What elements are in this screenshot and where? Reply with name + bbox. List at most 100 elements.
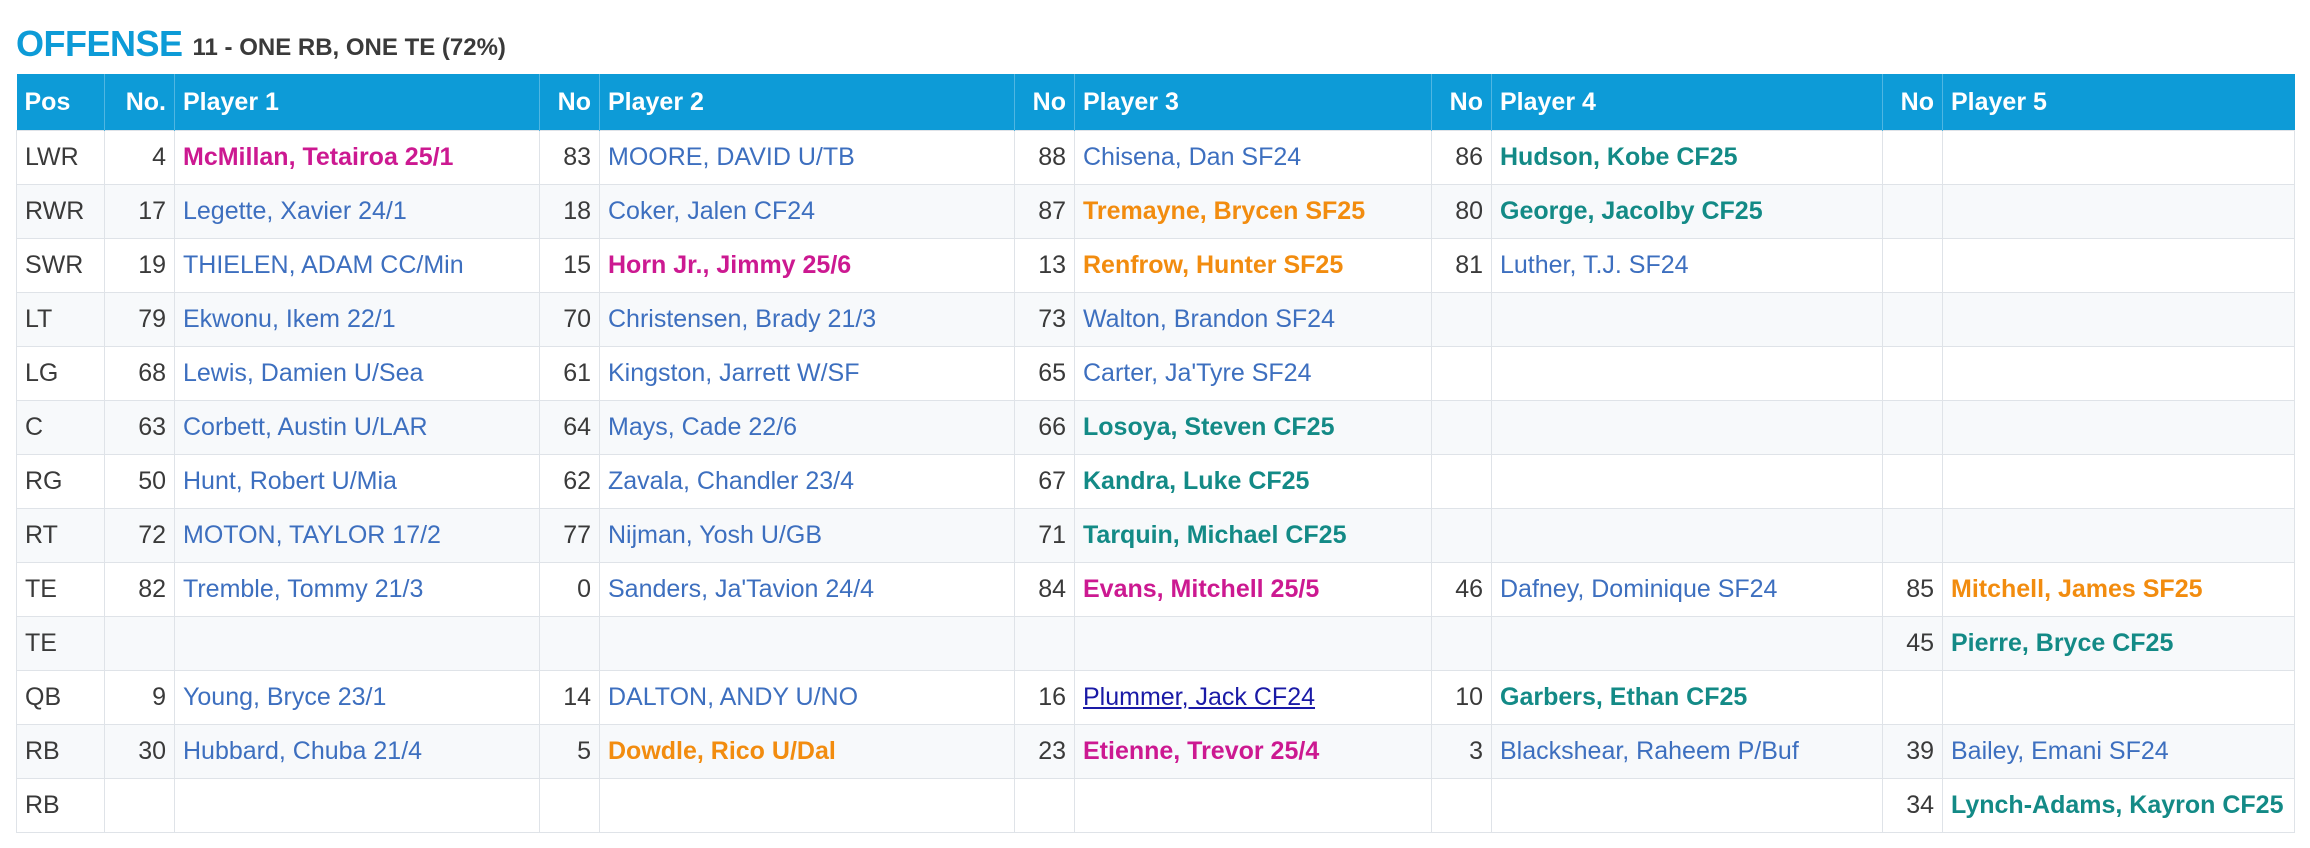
jersey-number-cell (1882, 400, 1943, 455)
player-cell: Ekwonu, Ikem 22/1 (174, 292, 540, 347)
player-name-link[interactable]: Horn Jr., Jimmy 25/6 (608, 251, 852, 279)
player-name-link[interactable]: Tremble, Tommy 21/3 (183, 575, 424, 603)
position-cell: TE (16, 562, 105, 617)
position-cell: RG (16, 454, 105, 509)
player-name-link[interactable]: Christensen, Brady 21/3 (608, 305, 877, 333)
jersey-number-cell: 10 (1431, 670, 1492, 725)
player-name-link[interactable]: Kingston, Jarrett W/SF (608, 359, 860, 387)
player-name-link[interactable]: Mays, Cade 22/6 (608, 413, 797, 441)
player-name-link[interactable]: Luther, T.J. SF24 (1500, 251, 1689, 279)
player-name-link[interactable]: Ekwonu, Ikem 22/1 (183, 305, 396, 333)
player-name-link[interactable]: Plummer, Jack CF24 (1083, 683, 1316, 711)
player-cell: Hunt, Robert U/Mia (174, 454, 540, 509)
jersey-number-cell (1431, 778, 1492, 833)
player-name-link[interactable]: Young, Bryce 23/1 (183, 683, 387, 711)
player-name-link[interactable]: Nijman, Yosh U/GB (608, 521, 822, 549)
table-row: LT 79 Ekwonu, Ikem 22/1 70 Christensen, Brad… (16, 292, 2295, 347)
jersey-number-cell: 82 (104, 562, 175, 617)
player-name-link[interactable]: MOORE, DAVID U/TB (608, 143, 855, 171)
jersey-number-cell: 4 (104, 130, 175, 185)
jersey-number-cell: 0 (539, 562, 600, 617)
formation-subtitle: 11 - ONE RB, ONE TE (72%) (192, 34, 506, 61)
depth-chart-section: OFFENSE 11 - ONE RB, ONE TE (72%) Pos No.… (16, 14, 2295, 833)
player-name-link[interactable]: Tremayne, Brycen SF25 (1083, 197, 1366, 225)
player-name-link[interactable]: DALTON, ANDY U/NO (608, 683, 859, 711)
table-header-row: Pos No. Player 1 No Player 2 No Player 3 No Play… (16, 74, 2295, 131)
jersey-number-cell: 83 (539, 130, 600, 185)
jersey-number-cell: 80 (1431, 184, 1492, 239)
table-row: C 63 Corbett, Austin U/LAR 64 Mays, Cade 22/… (16, 400, 2295, 455)
player-name-link[interactable]: Carter, Ja'Tyre SF24 (1083, 359, 1312, 387)
player-cell: Kandra, Luke CF25 (1074, 454, 1432, 509)
player-name-link[interactable]: Blackshear, Raheem P/Buf (1500, 737, 1799, 765)
jersey-number-cell (1882, 346, 1943, 401)
column-header: No (539, 74, 600, 131)
table-row: RT 72 MOTON, TAYLOR 17/2 77 Nijman, Yosh U/G… (16, 508, 2295, 563)
jersey-number-cell: 61 (539, 346, 600, 401)
player-cell: Legette, Xavier 24/1 (174, 184, 540, 239)
jersey-number-cell: 19 (104, 238, 175, 293)
player-name-link[interactable]: Losoya, Steven CF25 (1083, 413, 1335, 441)
player-name-link[interactable]: Lewis, Damien U/Sea (183, 359, 424, 387)
player-name-link[interactable]: Legette, Xavier 24/1 (183, 197, 407, 225)
player-name-link[interactable]: THIELEN, ADAM CC/Min (183, 251, 464, 279)
position-cell: RB (16, 724, 105, 779)
player-name-link[interactable]: Etienne, Trevor 25/4 (1083, 737, 1320, 765)
jersey-number-cell (539, 778, 600, 833)
player-name-link[interactable]: Hudson, Kobe CF25 (1500, 143, 1738, 171)
player-name-link[interactable]: Zavala, Chandler 23/4 (608, 467, 854, 495)
column-header: Pos (16, 74, 105, 131)
player-name-link[interactable]: Coker, Jalen CF24 (608, 197, 816, 225)
player-name-link[interactable]: McMillan, Tetairoa 25/1 (183, 143, 454, 171)
jersey-number-cell: 17 (104, 184, 175, 239)
player-name-link[interactable]: Lynch-Adams, Kayron CF25 (1951, 791, 2284, 819)
jersey-number-cell: 81 (1431, 238, 1492, 293)
position-cell: QB (16, 670, 105, 725)
player-name-link[interactable]: Mitchell, James SF25 (1951, 575, 2203, 603)
player-cell (1942, 238, 2295, 293)
player-cell: Etienne, Trevor 25/4 (1074, 724, 1432, 779)
jersey-number-cell: 5 (539, 724, 600, 779)
column-header: Player 1 (174, 74, 540, 131)
player-name-link[interactable]: MOTON, TAYLOR 17/2 (183, 521, 441, 549)
player-name-link[interactable]: Sanders, Ja'Tavion 24/4 (608, 575, 875, 603)
player-name-link[interactable]: Corbett, Austin U/LAR (183, 413, 428, 441)
position-cell: LG (16, 346, 105, 401)
player-name-link[interactable]: Hubbard, Chuba 21/4 (183, 737, 423, 765)
player-cell: Zavala, Chandler 23/4 (599, 454, 1015, 509)
player-name-link[interactable]: Bailey, Emani SF24 (1951, 737, 2169, 765)
table-row: TE 82 Tremble, Tommy 21/3 0 Sanders, Ja'Tavi… (16, 562, 2295, 617)
player-name-link[interactable]: Walton, Brandon SF24 (1083, 305, 1335, 333)
player-name-link[interactable]: Garbers, Ethan CF25 (1500, 683, 1748, 711)
player-cell: Plummer, Jack CF24 (1074, 670, 1432, 725)
jersey-number-cell (1431, 400, 1492, 455)
player-name-link[interactable]: Chisena, Dan SF24 (1083, 143, 1302, 171)
player-cell (1491, 508, 1883, 563)
player-name-link[interactable]: George, Jacolby CF25 (1500, 197, 1763, 225)
player-name-link[interactable]: Renfrow, Hunter SF25 (1083, 251, 1344, 279)
position-cell: C (16, 400, 105, 455)
jersey-number-cell (1431, 454, 1492, 509)
jersey-number-cell: 50 (104, 454, 175, 509)
jersey-number-cell: 13 (1014, 238, 1075, 293)
player-cell: MOORE, DAVID U/TB (599, 130, 1015, 185)
player-cell (599, 778, 1015, 833)
jersey-number-cell: 23 (1014, 724, 1075, 779)
player-name-link[interactable]: Evans, Mitchell 25/5 (1083, 575, 1320, 603)
player-name-link[interactable]: Hunt, Robert U/Mia (183, 467, 397, 495)
player-cell: Carter, Ja'Tyre SF24 (1074, 346, 1432, 401)
jersey-number-cell: 14 (539, 670, 600, 725)
player-name-link[interactable]: Dafney, Dominique SF24 (1500, 575, 1778, 603)
player-name-link[interactable]: Pierre, Bryce CF25 (1951, 629, 2174, 657)
jersey-number-cell (104, 778, 175, 833)
jersey-number-cell: 65 (1014, 346, 1075, 401)
player-name-link[interactable]: Kandra, Luke CF25 (1083, 467, 1310, 495)
player-cell: Dafney, Dominique SF24 (1491, 562, 1883, 617)
player-name-link[interactable]: Tarquin, Michael CF25 (1083, 521, 1347, 549)
jersey-number-cell: 9 (104, 670, 175, 725)
player-cell (1074, 616, 1432, 671)
player-name-link[interactable]: Dowdle, Rico U/Dal (608, 737, 836, 765)
jersey-number-cell: 87 (1014, 184, 1075, 239)
table-row: RB 30 Hubbard, Chuba 21/4 5 Dowdle, Rico U/D… (16, 724, 2295, 779)
player-cell: Tremayne, Brycen SF25 (1074, 184, 1432, 239)
